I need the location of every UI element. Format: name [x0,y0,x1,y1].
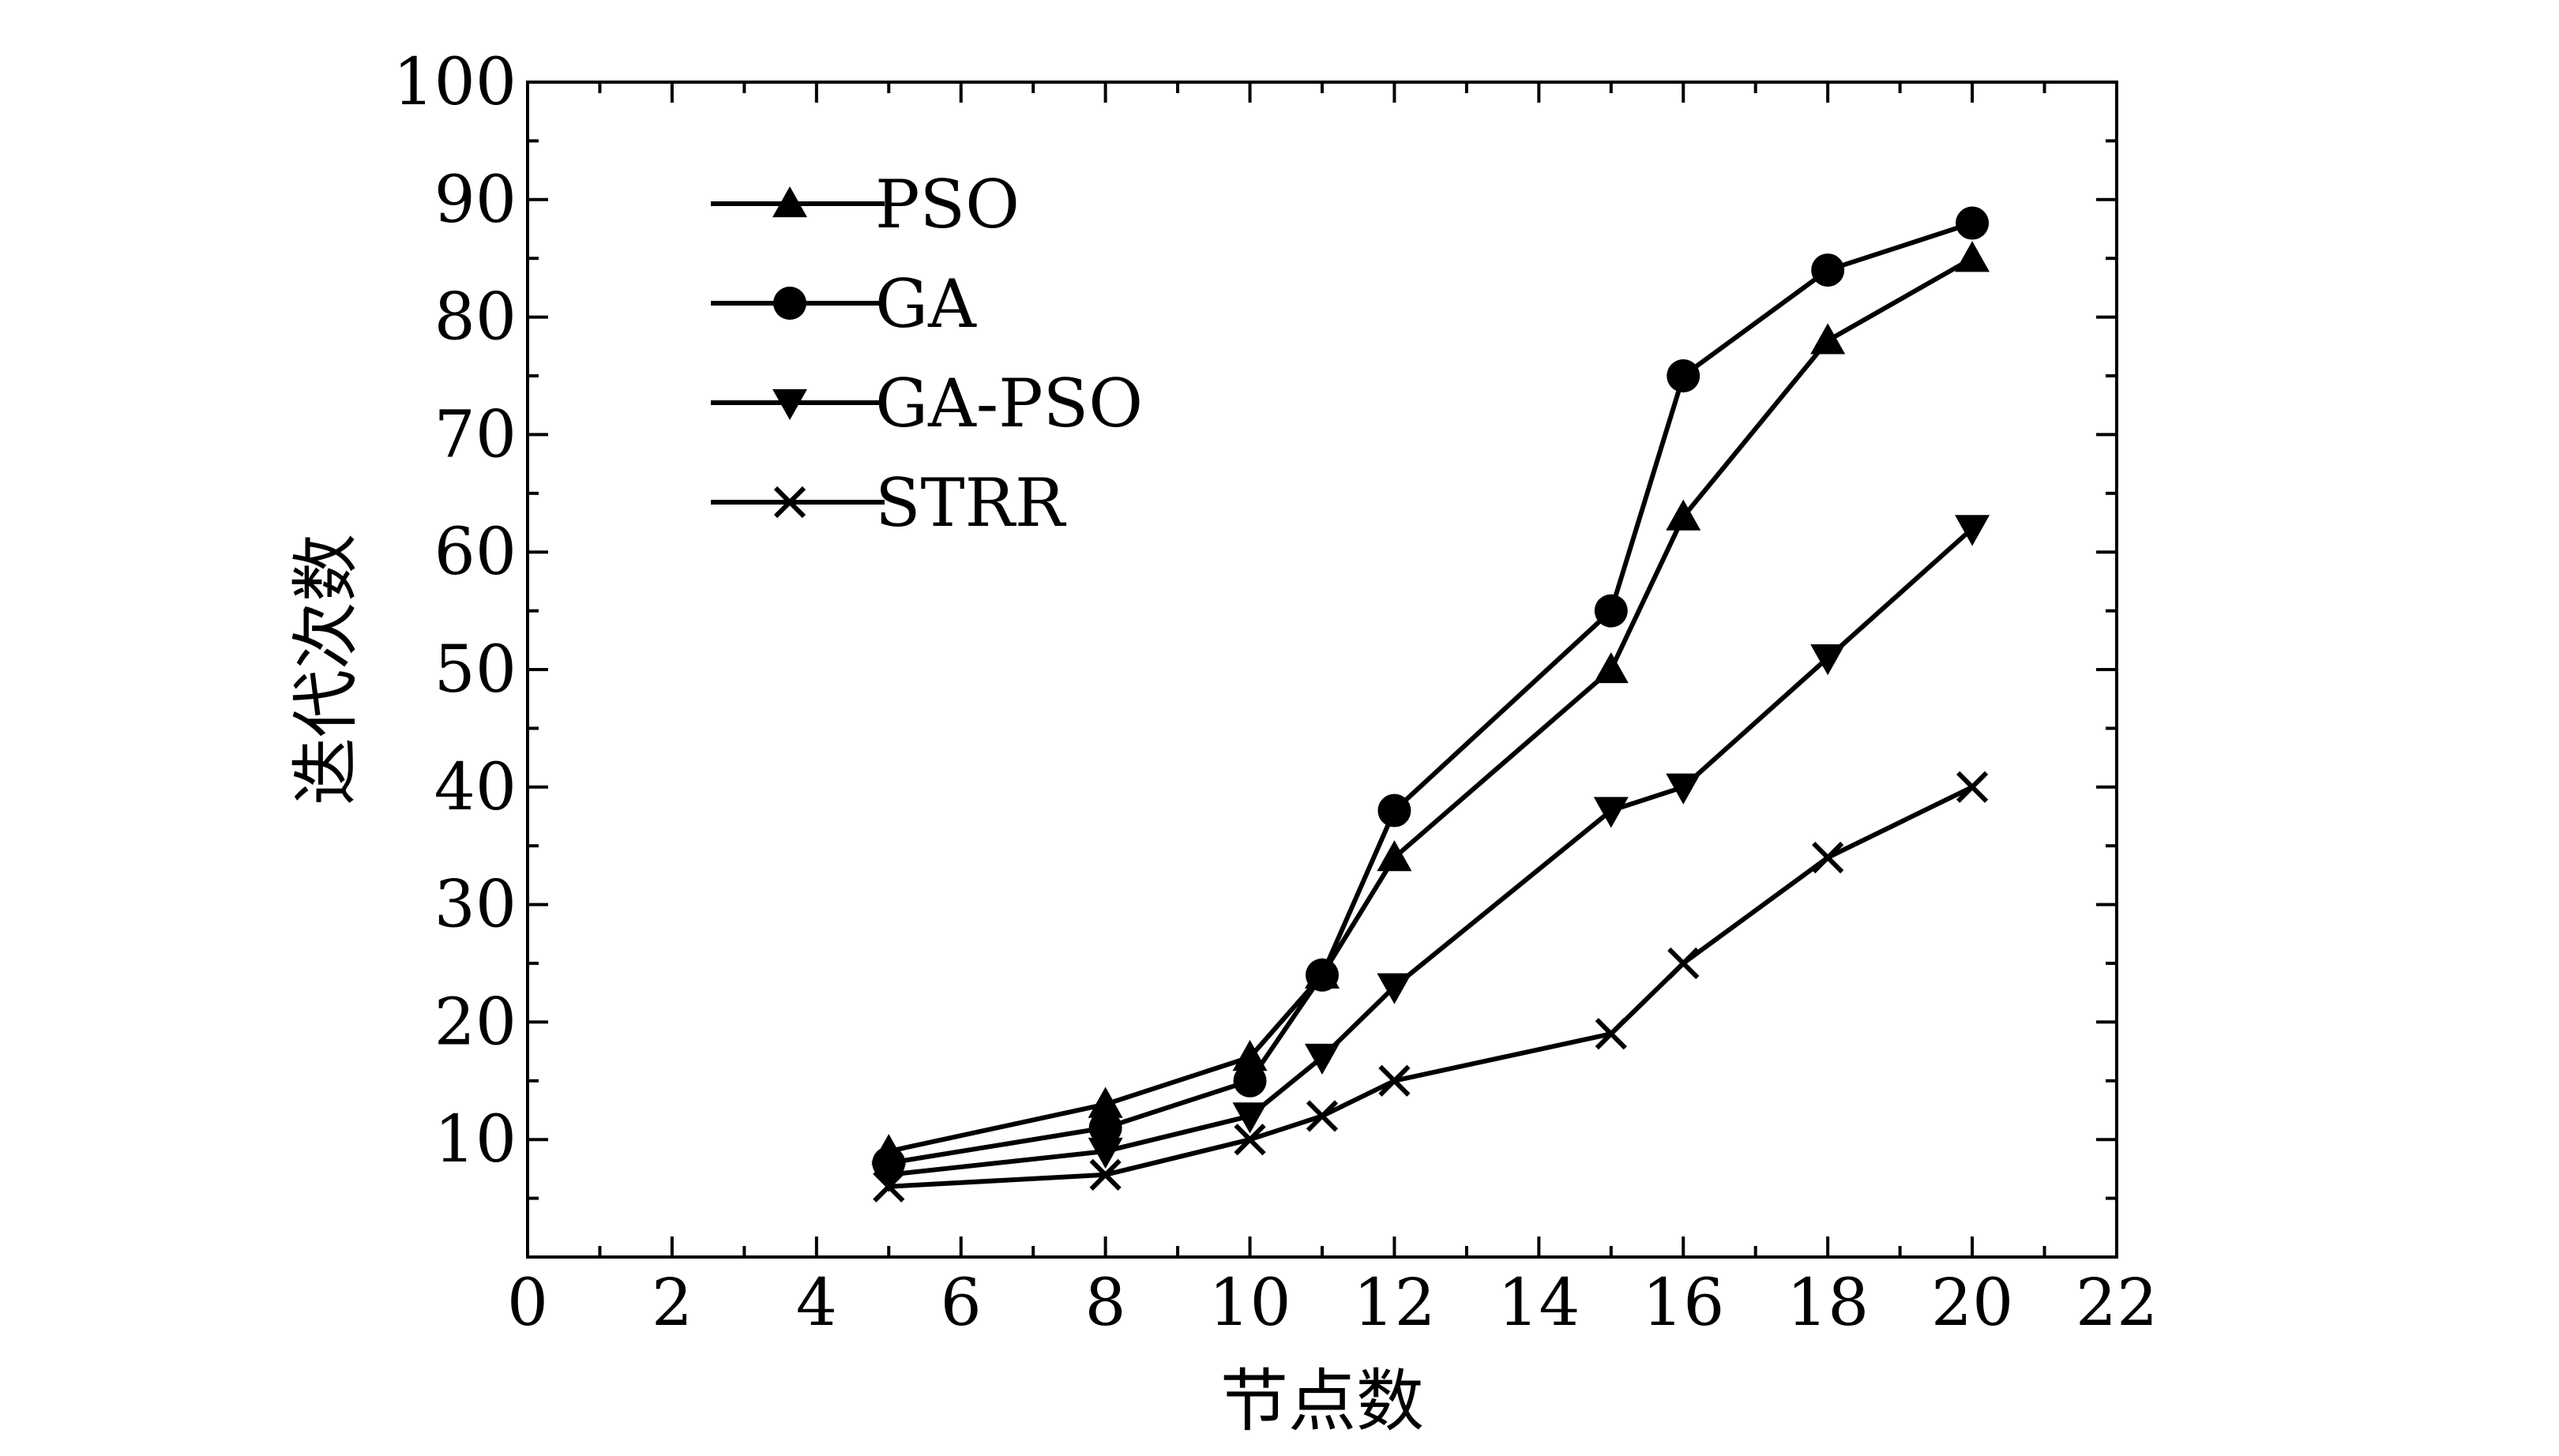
x-tick-label: 6 [941,1266,982,1341]
data-point-ga-pso [1810,644,1846,676]
x-axis-label: 节点数 [1220,1362,1424,1441]
x-marker-stroke [1595,1018,1627,1050]
data-point-strr [1306,1100,1339,1132]
legend: PSO GA GA-PSO STRR [711,166,1143,542]
data-point-ga [1306,958,1339,992]
y-tick-label: 10 [434,1102,517,1177]
x-tick-label: 0 [507,1266,548,1341]
data-point-pso [1232,1040,1268,1071]
data-point-pso [1593,652,1629,684]
x-tick-label: 10 [1208,1266,1291,1341]
series-strr [873,771,1989,1203]
axes: 0 2 4 6 8 10 12 14 16 18 20 22 10 20 30 40 50 60 70 80 90 100… [287,45,2158,1441]
data-point-pso [1666,499,1701,531]
data-point-strr [1956,771,1989,803]
data-point-ga-pso [1666,773,1701,805]
legend-label: GA-PSO [875,365,1143,442]
x-tick-label: 8 [1085,1266,1126,1341]
data-point-pso [1088,1086,1123,1118]
x-tick-label: 4 [796,1266,837,1341]
series-ga [872,206,1990,1180]
legend-entry-pso: PSO [711,166,1020,243]
data-point-ga-pso [871,1161,907,1192]
data-point-strr [1089,1158,1122,1191]
x-marker-stroke [1378,1064,1411,1097]
y-tick-label: 40 [434,750,517,825]
y-tick-label: 70 [434,397,517,472]
data-point-strr [1595,1018,1627,1050]
x-marker-stroke [873,1170,905,1203]
x-tick-label: 16 [1642,1266,1724,1341]
y-axis-label: 迭代次数 [287,534,366,805]
x-tick-label: 20 [1931,1266,2013,1341]
x-tick-label: 14 [1497,1266,1580,1341]
data-point-ga [1377,794,1411,827]
x-tick-label: 18 [1787,1266,1869,1341]
data-point-ga [1667,359,1700,392]
data-point-ga-pso [1232,1102,1268,1134]
x-marker-stroke [1812,841,1844,874]
legend-label: GA [875,265,977,343]
data-point-strr [1667,947,1700,980]
data-point-ga [1233,1064,1267,1098]
x-tick-label: 22 [2076,1266,2158,1341]
data-point-strr [1378,1064,1411,1097]
x-marker-stroke [1956,771,1989,803]
legend-marker [773,486,806,519]
plot-frame [526,81,2118,1259]
data-point-pso [1377,840,1412,872]
y-tick-label: 60 [434,515,517,590]
x-tick-label: 2 [652,1266,693,1341]
y-tick-label: 100 [393,45,517,120]
series-line-ga-pso [888,527,1975,1177]
y-tick-label: 20 [434,985,517,1060]
x-marker-stroke [1306,1100,1339,1132]
legend-label: STRR [875,464,1067,542]
data-point-ga [1088,1111,1122,1145]
data-point-ga-pso [1593,797,1629,828]
data-point-ga [1594,594,1628,628]
data-point-ga [1811,253,1845,287]
data-point-ga-pso [1377,973,1412,1004]
legend-entry-strr: STRR [711,464,1067,542]
y-tick-label: 30 [434,868,517,943]
data-point-pso [1810,323,1846,355]
x-marker-stroke [1667,947,1700,980]
data-point-pso [1955,241,1990,272]
data-point-strr [873,1170,905,1203]
x-tick-label: 12 [1353,1266,1435,1341]
x-marker-stroke [1234,1124,1266,1156]
series-line-strr [889,785,1974,1189]
series-ga-pso [871,515,1990,1192]
legend-marker [772,388,807,420]
x-marker-stroke [773,486,806,519]
y-tick-label: 50 [434,632,517,707]
data-point-strr [1812,841,1844,874]
data-point-ga-pso [1088,1137,1123,1169]
data-point-ga [1956,206,1990,240]
y-tick-label: 90 [434,163,517,238]
legend-marker [772,186,807,218]
data-point-ga-pso [1305,1043,1340,1075]
legend-entry-ga: GA [711,265,977,343]
series-group [871,206,1990,1203]
x-marker-stroke [1089,1158,1122,1191]
legend-marker [773,287,806,320]
data-point-strr [1234,1124,1266,1156]
legend-entry-ga-pso: GA-PSO [711,365,1143,442]
data-point-ga-pso [1955,515,1990,546]
legend-label: PSO [875,166,1020,243]
y-tick-label: 80 [434,280,517,355]
